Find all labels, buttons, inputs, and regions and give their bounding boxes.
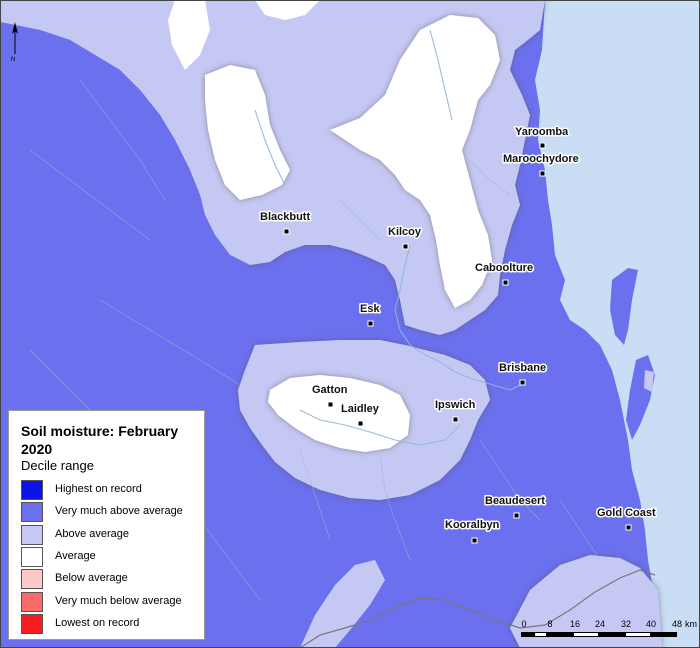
- legend-label: Above average: [55, 528, 129, 540]
- north-arrow-icon: [12, 22, 18, 54]
- legend-swatch: [21, 480, 43, 500]
- scale-segment: [625, 632, 651, 637]
- town-kooralbyn: Kooralbyn: [444, 518, 501, 544]
- region-average-north: [330, 15, 500, 308]
- town-label: Gatton: [312, 384, 348, 396]
- region-average-top: [168, 0, 210, 70]
- town-marker: [283, 228, 290, 235]
- town-laidley: Laidley: [340, 402, 381, 427]
- legend-swatch: [21, 525, 43, 545]
- scale-segment: [573, 632, 599, 637]
- scale-segment: [521, 632, 534, 637]
- town-label: Ipswich: [435, 399, 476, 411]
- legend: Soil moisture: February 2020 Decile rang…: [8, 410, 205, 640]
- town-label: Blackbutt: [260, 211, 310, 223]
- legend-label: Highest on record: [55, 483, 142, 495]
- legend-swatch: [21, 592, 43, 612]
- river-network: [29, 29, 601, 601]
- town-marker: [502, 279, 509, 286]
- town-label: Kilcoy: [388, 226, 422, 238]
- legend-subtitle: Decile range: [21, 458, 94, 473]
- town-marker: [539, 142, 546, 149]
- town-blackbutt: Blackbutt: [259, 210, 312, 235]
- legend-swatch: [21, 547, 43, 567]
- legend-swatch: [21, 569, 43, 589]
- scale-segment: [599, 632, 625, 637]
- town-label: Laidley: [341, 403, 380, 415]
- town-label: Caboolture: [475, 262, 533, 274]
- town-marker: [519, 379, 526, 386]
- town-marker: [471, 537, 478, 544]
- region-average-northwest: [205, 65, 290, 200]
- town-brisbane: Brisbane: [498, 361, 548, 386]
- town-label: Gold Coast: [597, 507, 656, 519]
- scale-unit: km: [685, 619, 697, 629]
- town-label: Beaudesert: [485, 495, 545, 507]
- town-caboolture: Caboolture: [474, 261, 535, 286]
- town-beaudesert: Beaudesert: [484, 494, 547, 519]
- town-marker: [452, 416, 459, 423]
- scale-segment: [651, 632, 677, 637]
- town-marker: [367, 320, 374, 327]
- town-marker: [327, 401, 334, 408]
- scale-segment: [547, 632, 573, 637]
- town-label: Esk: [360, 303, 380, 315]
- legend-label: Below average: [55, 572, 128, 584]
- town-marker: [539, 170, 546, 177]
- legend-label: Average: [55, 550, 96, 562]
- scale-tick: 32: [620, 619, 632, 629]
- island-north: [610, 268, 638, 345]
- scale-tick: 48: [671, 619, 683, 629]
- town-kilcoy: Kilcoy: [387, 225, 423, 250]
- town-ipswich: Ipswich: [434, 398, 477, 423]
- town-gold-coast: Gold Coast: [596, 506, 658, 531]
- scale-tick: 8: [547, 619, 553, 629]
- scale-tick: 16: [569, 619, 581, 629]
- town-marker: [402, 243, 409, 250]
- town-marker: [625, 524, 632, 531]
- state-boundary: [299, 569, 656, 648]
- town-esk: Esk: [359, 302, 382, 327]
- scale-tick: 0: [521, 619, 527, 629]
- town-label: Brisbane: [499, 362, 546, 374]
- scale-tick: 40: [645, 619, 657, 629]
- town-label: Maroochydore: [503, 153, 579, 165]
- legend-swatch: [21, 502, 43, 522]
- town-marker: [357, 420, 364, 427]
- region-above-southwest: [300, 560, 385, 648]
- town-gatton: Gatton: [311, 383, 349, 408]
- legend-label: Very much above average: [55, 505, 183, 517]
- town-marker: [513, 512, 520, 519]
- region-very-much-above-nw: [0, 22, 250, 290]
- town-label: Kooralbyn: [445, 519, 500, 531]
- region-average-gatton: [268, 375, 410, 452]
- legend-title: Soil moisture: February 2020: [21, 423, 179, 457]
- town-yaroomba: Yaroomba: [514, 125, 571, 149]
- scale-tick: 24: [594, 619, 606, 629]
- region-above-southeast: [510, 555, 662, 648]
- region-average-top2: [255, 0, 320, 20]
- legend-swatch: [21, 614, 43, 634]
- legend-label: Lowest on record: [55, 617, 140, 629]
- town-label: Yaroomba: [515, 126, 569, 138]
- town-maroochydore: Maroochydore: [502, 152, 580, 177]
- scale-bar: 0 8 16 24 32 40 48 km: [518, 615, 700, 645]
- island-south-above: [644, 370, 654, 392]
- scale-segment: [534, 632, 547, 637]
- legend-label: Very much below average: [55, 595, 182, 607]
- north-label: N: [11, 57, 16, 63]
